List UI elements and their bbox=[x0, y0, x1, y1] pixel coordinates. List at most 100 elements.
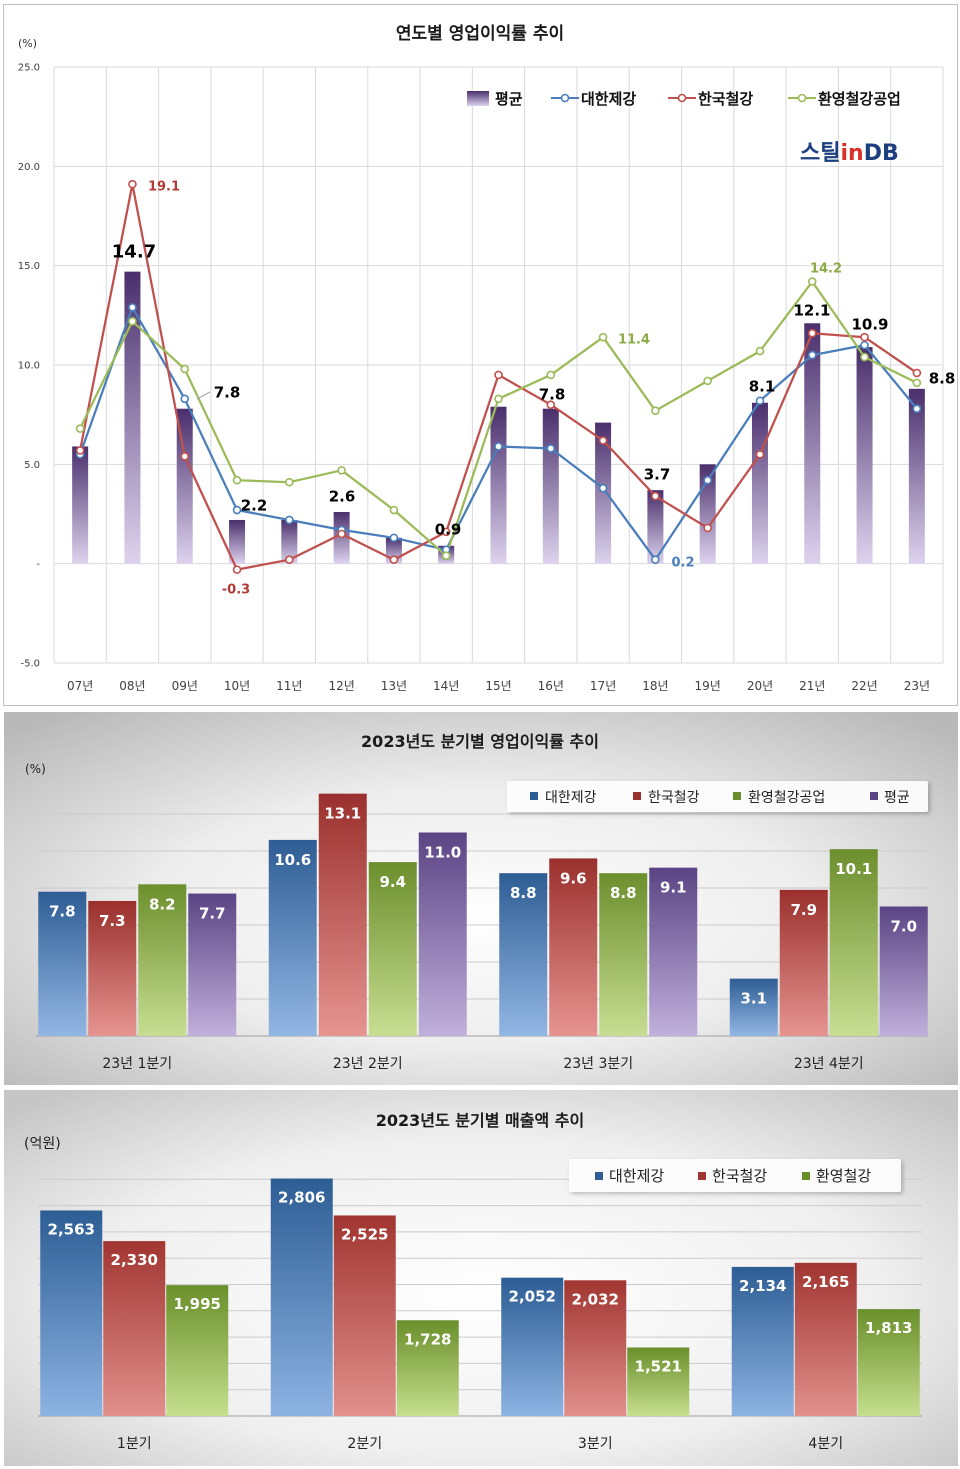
point-hankook-steel bbox=[755, 450, 765, 459]
bar-hwanyoung-steel bbox=[599, 873, 648, 1036]
x-tick-label: 23년 bbox=[904, 679, 930, 693]
chart2-legend: 대한제강 한국철강 환영철강공업 평균 bbox=[507, 781, 928, 812]
x-tick-label: 23년 3분기 bbox=[563, 1056, 633, 1072]
data-label-hankook-steel: 7.9 bbox=[790, 901, 817, 919]
data-label-hwanyoung-steel: 1,728 bbox=[404, 1330, 451, 1348]
chart1-plot-area: 25.0 20.0 15.0 10.0 5.0 - -5.0 07년 08년 09년 10년 11년 1… bbox=[18, 63, 956, 694]
legend-label-hankook-steel: 한국철강 bbox=[698, 90, 753, 108]
data-label-hwanyoung-steel: 10.1 bbox=[835, 860, 872, 878]
data-label-hankook-steel: 2,525 bbox=[341, 1225, 388, 1243]
legend-label-hankook-steel: 한국철강 bbox=[712, 1167, 767, 1185]
bar-daehan-jegang bbox=[499, 873, 548, 1036]
point-hwanyoung-steel bbox=[232, 475, 242, 485]
point-hankook-steel bbox=[75, 446, 85, 455]
data-label-hwanyoung-steel: 11.4 bbox=[618, 333, 650, 348]
y-tick-label: 25.0 bbox=[18, 63, 40, 74]
bar-daehan-jegang bbox=[729, 978, 778, 1036]
logo-text-part3: DB bbox=[864, 141, 899, 166]
y-tick-label: -5.0 bbox=[20, 659, 40, 670]
legend-swatch-average bbox=[467, 91, 489, 106]
bar-average bbox=[490, 406, 507, 564]
legend-label-hwanyoung-steel: 환영철강공업 bbox=[748, 790, 825, 806]
annual-margin-panel: 연도별 영업이익률 추이 (%) 25.0 20.0 15.0 10.0 5.0 - -5.… bbox=[3, 4, 958, 706]
point-hankook-steel bbox=[912, 368, 922, 378]
x-tick-label: 16년 bbox=[538, 679, 564, 693]
bar-average bbox=[751, 402, 768, 564]
logo-text-part1: 스틸 bbox=[800, 141, 840, 166]
x-tick-label: 12년 bbox=[328, 679, 354, 693]
bar-average bbox=[176, 408, 193, 564]
x-tick-label: 2분기 bbox=[347, 1436, 382, 1452]
legend-marker-daehan-jegang bbox=[560, 93, 570, 103]
point-hankook-steel bbox=[703, 523, 712, 533]
bar-hwanyoung-steel bbox=[166, 1285, 229, 1416]
legend-label-hankook-steel: 한국철강 bbox=[648, 790, 700, 806]
bar-hankook-steel bbox=[88, 900, 137, 1036]
data-label-daehan-jegang: 2,563 bbox=[48, 1220, 95, 1238]
chart1-legend: 평균 대한제강 한국철강 환영철강공업 bbox=[467, 90, 901, 108]
bar-hwanyoung-steel bbox=[368, 862, 417, 1036]
legend-label-daehan-jegang: 대한제강 bbox=[545, 790, 597, 806]
legend-swatch-hankook-steel bbox=[633, 792, 641, 800]
bar-hwanyoung-steel bbox=[829, 849, 878, 1036]
point-daehan-jegang bbox=[494, 442, 503, 451]
label-leader-line bbox=[196, 391, 211, 400]
point-daehan-jegang bbox=[546, 444, 556, 453]
data-label-daehan-jegang: 3.1 bbox=[740, 990, 767, 1008]
point-hwanyoung-steel bbox=[860, 352, 869, 362]
bar-daehan-jegang bbox=[731, 1266, 794, 1416]
point-hankook-steel bbox=[651, 491, 660, 501]
data-label-daehan-jegang: 10.6 bbox=[274, 851, 311, 869]
x-tick-label: 13년 bbox=[381, 679, 407, 693]
data-label-average: 2.6 bbox=[329, 487, 356, 505]
data-label-hwanyoung-steel: 1,813 bbox=[865, 1319, 912, 1337]
point-hwanyoung-steel bbox=[128, 316, 137, 326]
point-daehan-jegang bbox=[232, 505, 242, 515]
legend-label-daehan-jegang: 대한제강 bbox=[609, 1167, 664, 1185]
point-hankook-steel bbox=[180, 452, 190, 461]
point-hwanyoung-steel bbox=[807, 277, 817, 286]
legend-label-hwanyoung-steel: 환영철강공업 bbox=[818, 90, 901, 108]
data-label-average: 7.8 bbox=[214, 383, 241, 401]
data-label-daehan-jegang: 2,052 bbox=[509, 1288, 556, 1306]
point-hwanyoung-steel bbox=[180, 364, 190, 374]
point-daehan-jegang bbox=[285, 515, 294, 525]
x-tick-label: 08년 bbox=[119, 679, 145, 693]
point-hankook-steel bbox=[441, 527, 451, 537]
x-tick-label: 17년 bbox=[590, 679, 616, 693]
data-label-hankook-steel: 2,032 bbox=[572, 1290, 619, 1308]
legend-marker-hankook-steel bbox=[677, 93, 687, 103]
data-label-average: 10.9 bbox=[851, 315, 888, 333]
point-hankook-steel bbox=[128, 179, 137, 189]
point-hwanyoung-steel bbox=[598, 332, 608, 342]
bar-daehan-jegang bbox=[501, 1277, 564, 1416]
bar-average bbox=[542, 408, 559, 564]
legend-label-hwanyoung-steel: 환영철강 bbox=[816, 1167, 871, 1185]
data-label-average: 9.1 bbox=[660, 879, 687, 897]
point-hwanyoung-steel bbox=[441, 551, 451, 561]
legend-box bbox=[569, 1159, 901, 1192]
point-hankook-steel bbox=[285, 555, 294, 564]
bar-average bbox=[124, 271, 141, 564]
point-hwanyoung-steel bbox=[755, 346, 765, 356]
point-hankook-steel bbox=[389, 555, 399, 564]
y-tick-label: 5.0 bbox=[24, 460, 40, 471]
point-hwanyoung-steel bbox=[337, 465, 346, 475]
point-hwanyoung-steel bbox=[389, 505, 399, 515]
point-hankook-steel bbox=[494, 370, 503, 380]
data-label-average: 7.0 bbox=[890, 918, 917, 936]
bar-average bbox=[856, 347, 873, 564]
legend-swatch-average bbox=[870, 792, 878, 800]
bar-average bbox=[647, 490, 664, 564]
data-label-average: 8.1 bbox=[749, 377, 776, 395]
data-label-hwanyoung-steel: 8.8 bbox=[610, 884, 637, 902]
bar-average bbox=[595, 422, 612, 564]
y-tick-label: - bbox=[36, 559, 40, 570]
bar-daehan-jegang bbox=[38, 891, 87, 1036]
data-label-daehan-jegang: 2,134 bbox=[739, 1277, 786, 1295]
x-tick-label: 23년 4분기 bbox=[794, 1056, 864, 1072]
point-hwanyoung-steel bbox=[651, 406, 660, 415]
bar-average bbox=[281, 519, 298, 564]
data-label-hwanyoung-steel: 1,995 bbox=[174, 1295, 221, 1313]
